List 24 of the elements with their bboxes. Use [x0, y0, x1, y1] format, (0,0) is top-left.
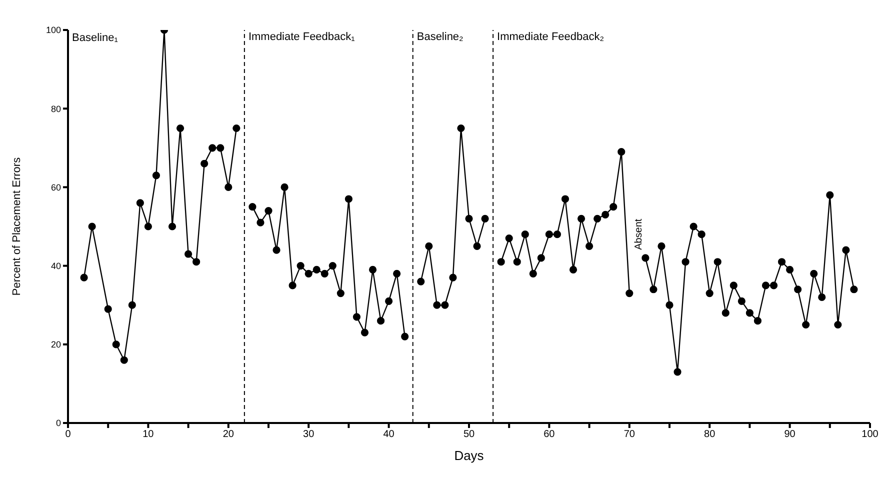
annotation: Baseline₁	[72, 32, 118, 44]
x-tick-label: 100	[862, 429, 879, 440]
x-tick-label: 50	[463, 429, 475, 440]
y-tick-label: 100	[46, 25, 61, 36]
x-tick-label: 40	[383, 429, 395, 440]
y-tick-label: 20	[50, 340, 61, 350]
y-tick-label: 80	[50, 104, 61, 114]
x-tick-label: 90	[784, 429, 796, 440]
x-tick-label: 10	[142, 429, 154, 440]
x-axis-title: Days	[454, 448, 484, 463]
y-tick-label: 60	[50, 182, 61, 192]
x-tick-label: 80	[704, 429, 716, 440]
x-tick-label: 30	[303, 429, 315, 440]
x-tick-label: 60	[544, 429, 556, 440]
ref-line-label: Immediate Feedback₁	[248, 31, 356, 43]
x-tick-label: 70	[624, 429, 636, 440]
y-axis-title: Percent of Placement Errors	[10, 156, 23, 296]
y-tick-label: 0	[56, 418, 61, 428]
y-tick-label: 40	[50, 260, 61, 271]
x-tick-label: 0	[65, 429, 72, 440]
ref-line-label: Immediate Feedback₂	[497, 31, 604, 43]
ref-line-label: Baseline₂	[416, 31, 464, 43]
annotation: Absent	[633, 218, 644, 250]
x-tick-label: 20	[222, 429, 234, 440]
